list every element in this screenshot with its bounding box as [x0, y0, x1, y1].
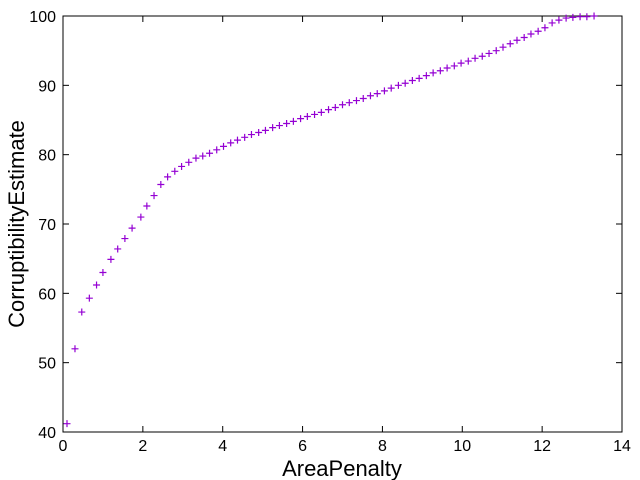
data-point-marker [213, 146, 221, 154]
x-axis-title: AreaPenalty [282, 456, 402, 480]
data-point-marker [339, 101, 346, 109]
data-point-marker [576, 13, 584, 21]
data-point-marker [199, 152, 207, 160]
data-point-marker [436, 67, 444, 75]
data-point-marker [206, 149, 214, 157]
data-point-marker [443, 64, 451, 72]
data-point-marker [303, 113, 311, 121]
data-point-marker [394, 81, 402, 89]
data-point-marker [373, 90, 381, 98]
data-point-marker [422, 72, 430, 80]
data-point-marker [247, 131, 255, 139]
data-point-marker [387, 84, 395, 92]
y-axis-title: CorruptibilityEstimate [4, 120, 29, 328]
data-point-marker [233, 136, 241, 144]
data-point-marker [562, 14, 570, 22]
data-point-marker [415, 74, 423, 82]
data-point-marker [192, 154, 200, 162]
y-tick-label: 80 [38, 148, 56, 165]
data-point-marker [185, 158, 193, 166]
y-tick-label: 90 [38, 78, 56, 95]
data-point-marker [555, 16, 563, 24]
data-point-marker [450, 62, 458, 70]
data-point-marker [471, 54, 479, 62]
y-tick-label: 40 [38, 425, 56, 442]
x-tick-label: 8 [378, 438, 387, 455]
data-point-marker [275, 122, 283, 130]
data-point-marker [408, 76, 416, 84]
x-tick-label: 10 [453, 438, 471, 455]
x-tick-label: 6 [298, 438, 307, 455]
data-point-marker [534, 27, 542, 35]
data-point-marker [164, 173, 172, 181]
data-point-marker [78, 308, 86, 316]
data-point-marker [220, 142, 228, 150]
data-point-marker [492, 47, 500, 55]
data-point-marker [317, 108, 325, 116]
data-point-marker [137, 213, 145, 221]
data-point-marker [85, 294, 93, 302]
data-point-marker [227, 139, 235, 147]
data-point-marker [261, 126, 269, 134]
x-tick-label: 2 [138, 438, 147, 455]
data-point-marker [345, 99, 353, 107]
data-markers [63, 12, 598, 428]
plot-frame [62, 15, 623, 433]
x-tick-label: 14 [613, 438, 631, 455]
x-tick-label: 12 [533, 438, 551, 455]
data-point-marker [548, 19, 556, 27]
data-point-marker [121, 235, 129, 243]
data-point-marker [143, 202, 151, 210]
data-point-marker [283, 119, 291, 127]
data-point-marker [289, 117, 297, 125]
data-point-marker [311, 110, 319, 118]
y-axis-ticks: 40 50 60 70 80 90 100 [29, 9, 622, 442]
data-point-marker [513, 36, 521, 44]
x-tick-label: 4 [218, 438, 227, 455]
data-point-marker [150, 192, 158, 200]
data-point-marker [527, 30, 535, 38]
data-point-marker [478, 52, 486, 60]
data-point-marker [157, 180, 165, 188]
data-point-marker [583, 13, 591, 21]
data-point-marker [71, 345, 79, 353]
data-point-marker [520, 33, 528, 41]
y-tick-label: 100 [29, 9, 56, 26]
data-point-marker [457, 59, 465, 67]
data-point-marker [366, 92, 374, 100]
data-point-marker [541, 24, 549, 32]
data-point-marker [569, 13, 577, 21]
data-point-marker [269, 124, 277, 132]
data-point-marker [380, 87, 388, 95]
data-point-marker [464, 57, 472, 65]
data-point-marker [99, 269, 107, 277]
data-point-marker [352, 97, 360, 105]
data-point-marker [506, 40, 514, 48]
data-point-marker [241, 133, 249, 141]
data-point-marker [63, 420, 71, 428]
y-tick-label: 60 [38, 286, 56, 303]
data-point-marker [93, 281, 101, 289]
data-point-marker [359, 95, 367, 103]
data-point-marker [128, 224, 136, 232]
data-point-marker [429, 69, 437, 77]
data-point-marker [331, 104, 339, 112]
data-point-marker [297, 115, 305, 123]
data-point-marker [590, 12, 598, 20]
data-point-marker [114, 245, 122, 253]
data-point-marker [325, 106, 333, 114]
data-point-marker [178, 162, 186, 170]
data-point-marker [401, 79, 409, 87]
data-point-marker [107, 255, 115, 263]
data-point-marker [499, 43, 507, 51]
data-point-marker [171, 167, 179, 175]
y-tick-label: 50 [38, 356, 56, 373]
x-tick-label: 0 [59, 438, 68, 455]
data-point-marker [485, 49, 493, 57]
x-axis-ticks: 0 2 4 6 8 10 12 14 [59, 16, 631, 455]
data-point-marker [255, 128, 263, 136]
y-tick-label: 70 [38, 217, 56, 234]
